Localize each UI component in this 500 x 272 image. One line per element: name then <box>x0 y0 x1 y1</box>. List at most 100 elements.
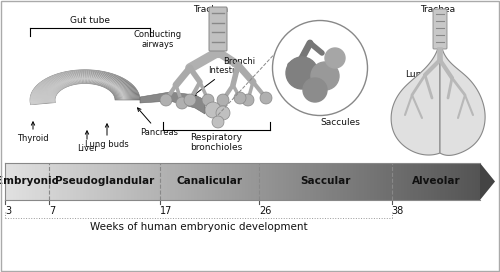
Bar <box>48 163 50 200</box>
Bar <box>429 163 431 200</box>
Text: 26: 26 <box>259 206 272 216</box>
PathPatch shape <box>33 89 57 94</box>
PathPatch shape <box>110 82 131 91</box>
Bar <box>118 163 120 200</box>
Bar <box>16 163 18 200</box>
Bar <box>438 163 440 200</box>
Text: Pseudoglandular: Pseudoglandular <box>55 177 154 187</box>
Circle shape <box>234 92 246 104</box>
Bar <box>75 163 76 200</box>
Bar <box>474 163 475 200</box>
Bar <box>113 163 114 200</box>
PathPatch shape <box>62 72 74 85</box>
Bar <box>410 163 412 200</box>
Bar <box>354 163 356 200</box>
Bar <box>210 163 212 200</box>
PathPatch shape <box>32 90 57 95</box>
Bar <box>408 163 410 200</box>
Bar <box>218 163 220 200</box>
Bar <box>196 163 197 200</box>
Bar <box>370 163 372 200</box>
Bar <box>478 163 480 200</box>
Bar <box>86 163 88 200</box>
Bar <box>188 163 190 200</box>
Bar <box>156 163 158 200</box>
Bar <box>350 163 352 200</box>
Bar <box>304 163 306 200</box>
Bar <box>446 163 448 200</box>
Bar <box>32 163 34 200</box>
Bar <box>152 163 154 200</box>
PathPatch shape <box>66 71 76 85</box>
Bar <box>376 163 378 200</box>
Bar <box>205 163 207 200</box>
Circle shape <box>217 94 229 106</box>
Bar <box>22 163 24 200</box>
Bar <box>228 163 229 200</box>
Bar <box>399 163 400 200</box>
Bar <box>50 163 51 200</box>
Text: Respiratory
bronchioles: Respiratory bronchioles <box>190 133 242 152</box>
Bar <box>442 163 444 200</box>
Bar <box>360 163 361 200</box>
PathPatch shape <box>48 76 66 88</box>
Bar <box>296 163 298 200</box>
PathPatch shape <box>47 77 65 88</box>
Circle shape <box>176 97 188 109</box>
PathPatch shape <box>115 99 140 100</box>
PathPatch shape <box>30 95 56 98</box>
Bar <box>444 163 445 200</box>
Bar <box>104 163 105 200</box>
Bar <box>346 163 348 200</box>
FancyBboxPatch shape <box>433 9 447 49</box>
Bar <box>366 163 367 200</box>
Text: Saccules: Saccules <box>320 118 360 127</box>
Bar <box>404 163 406 200</box>
Bar <box>310 163 312 200</box>
Bar <box>134 163 136 200</box>
Text: Pancreas: Pancreas <box>138 108 178 137</box>
Bar <box>282 163 283 200</box>
Bar <box>259 163 261 200</box>
Bar <box>138 163 140 200</box>
Bar <box>88 163 89 200</box>
PathPatch shape <box>32 91 56 96</box>
Bar <box>436 163 437 200</box>
Bar <box>332 163 334 200</box>
Bar <box>456 163 458 200</box>
PathPatch shape <box>30 70 140 105</box>
Bar <box>278 163 280 200</box>
Bar <box>454 163 456 200</box>
Bar <box>264 163 266 200</box>
Bar <box>345 163 346 200</box>
Bar <box>38 163 40 200</box>
Bar <box>124 163 126 200</box>
Circle shape <box>311 62 339 90</box>
Bar <box>208 163 210 200</box>
Bar <box>394 163 396 200</box>
Bar <box>145 163 146 200</box>
Text: Lung: Lung <box>405 70 427 79</box>
Bar <box>374 163 375 200</box>
Bar <box>262 163 264 200</box>
Bar <box>30 163 32 200</box>
Bar <box>324 163 326 200</box>
Bar <box>398 163 399 200</box>
Bar <box>352 163 353 200</box>
Text: Saccular: Saccular <box>300 177 350 187</box>
PathPatch shape <box>112 85 134 93</box>
Text: Weeks of human embryonic development: Weeks of human embryonic development <box>90 222 307 232</box>
Bar <box>300 163 302 200</box>
Bar <box>448 163 450 200</box>
PathPatch shape <box>96 72 106 85</box>
PathPatch shape <box>106 78 125 89</box>
Bar <box>416 163 418 200</box>
Bar <box>392 163 394 200</box>
Bar <box>418 163 420 200</box>
Bar <box>176 163 178 200</box>
Bar <box>469 163 470 200</box>
Bar <box>26 163 27 200</box>
PathPatch shape <box>103 76 120 87</box>
Bar <box>246 163 248 200</box>
Bar <box>307 163 308 200</box>
